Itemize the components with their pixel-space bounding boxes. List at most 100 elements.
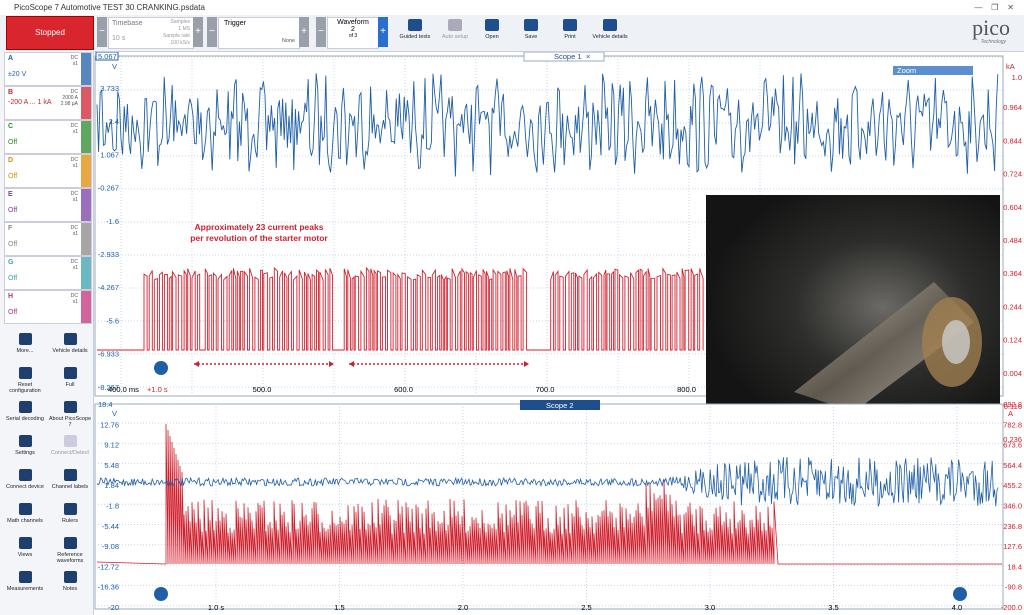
tool-button[interactable]: Reset configuration <box>3 367 47 394</box>
channel-card[interactable]: H Off DC x1 <box>4 290 92 324</box>
tool-button[interactable]: More... <box>3 333 47 354</box>
trigger-box[interactable]: Trigger None <box>218 17 300 49</box>
icon <box>18 571 32 583</box>
icon <box>18 333 32 345</box>
tool-button[interactable]: Math channels <box>3 503 47 524</box>
toolbar-button[interactable]: Guided tests <box>395 17 435 40</box>
tool-button[interactable]: About PicoScope 7 <box>48 401 92 428</box>
waveform-box[interactable]: Waveform 2 of 3 <box>327 17 379 49</box>
tool-button[interactable]: Channel labels <box>48 469 92 490</box>
toolbar-button[interactable]: Print <box>550 17 590 40</box>
channel-card[interactable]: G Off DC x1 <box>4 256 92 290</box>
channel-range: Off <box>8 173 18 180</box>
channel-bar[interactable] <box>81 223 91 255</box>
scope-frame <box>94 403 1004 610</box>
tool-button[interactable]: Rulers <box>48 503 92 524</box>
increase-button[interactable]: + <box>193 17 203 47</box>
tool-label: Notes <box>62 586 78 592</box>
channel-bar[interactable] <box>81 155 91 187</box>
waveform-a <box>96 73 999 177</box>
channel-range: Off <box>8 207 18 214</box>
tool-button[interactable]: Reference waveforms <box>48 537 92 564</box>
tool-button[interactable]: Views <box>3 537 47 558</box>
channel-card[interactable]: C Off DC x1 <box>4 120 92 154</box>
tool-button[interactable]: Measurements <box>3 571 47 592</box>
tool-button[interactable]: Connect/Detect <box>48 435 92 456</box>
channel-settings: DC x1 <box>71 157 78 169</box>
extra: 2.98 µA <box>60 101 78 107</box>
tool-button[interactable]: Connect device <box>3 469 47 490</box>
scroll-button[interactable] <box>154 587 168 601</box>
channel-card[interactable]: E Off DC x1 <box>4 188 92 222</box>
decrease-button[interactable]: − <box>97 17 107 47</box>
tool-label: Connect device <box>6 484 44 490</box>
icon <box>63 503 77 515</box>
scroll-button[interactable] <box>953 587 967 601</box>
tool-label: Reference waveforms <box>56 552 84 564</box>
axis-unit: V <box>112 409 117 418</box>
icon <box>63 367 77 379</box>
probe: x1 <box>72 299 78 305</box>
probe: x1 <box>72 163 78 169</box>
y-label: 1.84 <box>104 481 119 490</box>
zoom-box[interactable] <box>893 66 973 75</box>
y2-label: 673.6 <box>1003 441 1022 450</box>
x-label: 3.5 <box>828 603 838 612</box>
channel-range: Off <box>8 275 18 282</box>
tab-close[interactable]: × <box>586 52 590 61</box>
tool-button[interactable]: Settings <box>3 435 47 456</box>
y-label: 9.12 <box>104 441 119 450</box>
tool-button[interactable]: Full <box>48 367 92 388</box>
channel-bar[interactable] <box>81 87 91 119</box>
probe: x1 <box>72 61 78 67</box>
y2-label: 127.6 <box>1003 542 1022 551</box>
toolbar-button[interactable]: Vehicle details <box>590 17 630 40</box>
window-controls[interactable]: — ❐ ✕ <box>974 3 1014 12</box>
channel-card[interactable]: B -200 A ... 1 kA DC 2000 A 2.98 µA <box>4 86 92 120</box>
scroll-button[interactable] <box>154 361 168 375</box>
icon <box>63 333 77 345</box>
run-stop-button[interactable]: Stopped <box>6 16 94 50</box>
decrease-button[interactable]: − <box>207 17 217 47</box>
increase-button[interactable]: + <box>378 17 388 47</box>
y2-label: 18.4 <box>1007 562 1022 571</box>
y2-label: 0.484 <box>1003 236 1022 245</box>
y-label: 2.4 <box>109 117 119 126</box>
channel-bar[interactable] <box>81 121 91 153</box>
channel-card[interactable]: A ±20 V DC x1 <box>4 52 92 86</box>
toolbar-button[interactable]: Open <box>472 17 512 40</box>
toolbar-button[interactable]: Save <box>511 17 551 40</box>
decrease-button[interactable]: − <box>316 17 326 47</box>
tool-label: Vehicle details <box>52 348 88 354</box>
icon <box>563 19 577 31</box>
scope-area: Scope 1 × Zoom Approximately 23 current pea… <box>94 52 1022 612</box>
channel-bar[interactable] <box>81 53 91 85</box>
channel-bar[interactable] <box>81 291 91 323</box>
channel-card[interactable]: D Off DC x1 <box>4 154 92 188</box>
channel-bar[interactable] <box>81 257 91 289</box>
tab[interactable] <box>523 52 605 62</box>
y2-label: 0.724 <box>1003 170 1022 179</box>
increase-button[interactable]: + <box>299 17 309 47</box>
y-label: 1.067 <box>100 150 119 159</box>
y2-label: -0.116 <box>1001 402 1022 411</box>
timebase-box[interactable]: Timebase 10 s Samples 1 MS Sample rate 1… <box>108 17 194 49</box>
tool-button[interactable]: Vehicle details <box>48 333 92 354</box>
toolbar-button[interactable]: Auto setup <box>435 17 475 40</box>
channel-settings: DC x1 <box>71 225 78 237</box>
channel-letter: B <box>8 89 14 96</box>
channel-card[interactable]: F Off DC x1 <box>4 222 92 256</box>
coupling: DC <box>70 191 78 197</box>
channel-bar[interactable] <box>81 189 91 221</box>
button-label: Auto setup <box>441 34 469 40</box>
axis-top-box <box>95 52 119 61</box>
tool-button[interactable]: Notes <box>48 571 92 592</box>
x-label: 2.0 <box>458 603 468 612</box>
tool-button[interactable]: Serial decoding <box>3 401 47 422</box>
button-label: Open <box>485 34 499 40</box>
logo: pico <box>972 15 1010 40</box>
label: Sample rate <box>163 33 190 39</box>
tab[interactable] <box>520 400 600 410</box>
photo-detail <box>942 320 970 364</box>
